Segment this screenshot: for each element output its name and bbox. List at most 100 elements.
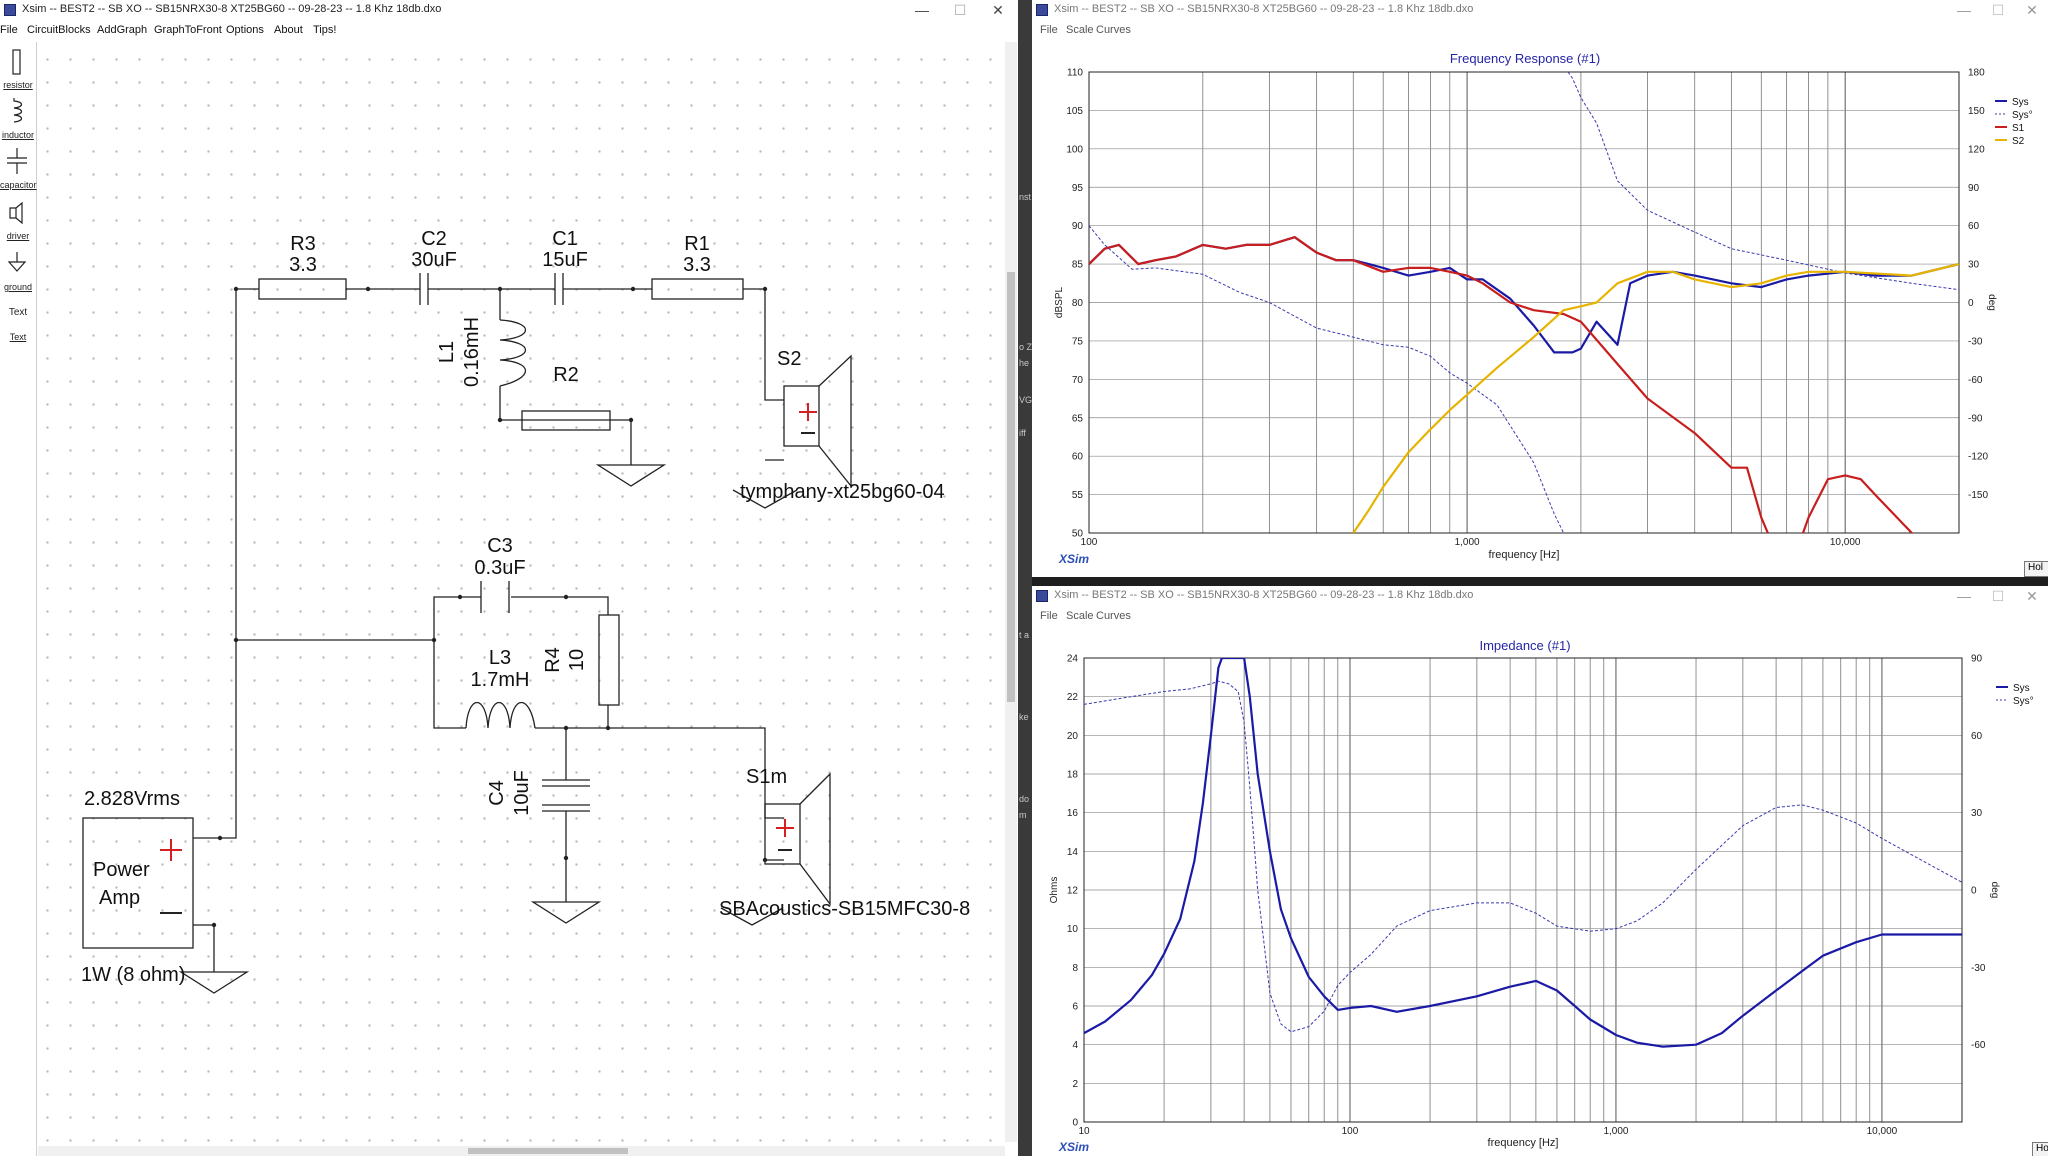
resistor-r3[interactable]	[258, 278, 347, 300]
c1-label: C1	[552, 228, 578, 250]
menu-addgraph[interactable]: AddGraph	[97, 24, 148, 36]
resistor-r2[interactable]	[521, 410, 611, 431]
horizontal-scrollbar[interactable]	[38, 1146, 1005, 1156]
palette-text-1[interactable]: Text	[8, 307, 28, 318]
palette-ground[interactable]: ground	[3, 282, 33, 292]
inductor-l3[interactable]	[465, 701, 536, 729]
s1m-model: SBAcoustics-SB15MFC30-8	[719, 898, 970, 920]
frequency-response-chart[interactable]: 50 55 60 65 70 75 80 85 90 95 100 105 110 -150 -120 -90…	[1032, 40, 2048, 577]
maximize-button[interactable]: ☐	[1991, 2, 2005, 18]
schematic-window: Xsim -- BEST2 -- SB XO -- SB15NRX30-8 XT…	[0, 0, 1018, 1156]
r2-label: R2	[553, 364, 579, 386]
grid	[1088, 71, 1960, 534]
y2-tick-label: 120	[1968, 144, 1985, 155]
menu-circuitblocks[interactable]: CircuitBlocks	[27, 24, 91, 36]
c3-label: C3	[487, 535, 513, 557]
scroll-thumb[interactable]	[1007, 272, 1015, 702]
menu-scale[interactable]: Scale	[1066, 610, 1094, 622]
y-tick-label: 14	[1067, 847, 1079, 858]
capacitor-icon[interactable]	[2, 146, 32, 176]
c2-value: 30uF	[411, 249, 457, 271]
capacitor-c4[interactable]	[542, 779, 590, 812]
imp-window-title: Xsim -- BEST2 -- SB XO -- SB15NRX30-8 XT…	[1054, 589, 1474, 601]
y2-tick-label: 60	[1971, 731, 1983, 742]
palette-inductor[interactable]: inductor	[1, 130, 35, 140]
x-tick-label: 100	[1342, 1126, 1359, 1137]
menu-file[interactable]: File	[1040, 24, 1058, 36]
y-tick-label: 12	[1067, 886, 1079, 897]
hold-button[interactable]: Hol	[2024, 561, 2048, 577]
component-palette: resistor inductor capacitor driver groun…	[0, 42, 37, 1156]
c1-value: 15uF	[542, 249, 588, 271]
xsim-label: XSim	[1059, 552, 1090, 566]
menu-about[interactable]: About	[274, 24, 303, 36]
y2-tick-label: 0	[1971, 886, 1977, 897]
speaker-s2[interactable]	[732, 354, 852, 509]
ground-icon[interactable]	[2, 248, 32, 278]
minimize-button[interactable]: —	[915, 2, 929, 18]
resistor-r1[interactable]	[651, 278, 744, 300]
l3-value: 1.7mH	[471, 669, 530, 691]
y-tick-label: 8	[1072, 963, 1078, 974]
app-icon	[1036, 4, 1048, 16]
palette-capacitor[interactable]: capacitor	[0, 180, 37, 190]
menu-curves[interactable]: Curves	[1096, 24, 1131, 36]
app-icon	[4, 4, 16, 16]
r3-value: 3.3	[289, 254, 317, 276]
plot-frame	[1088, 71, 1960, 534]
ground-symbol	[530, 901, 602, 924]
hold-button[interactable]: Ho	[2032, 1142, 2048, 1156]
y2-tick-label: 60	[1968, 221, 1980, 232]
capacitor-c1[interactable]	[554, 273, 587, 305]
y-tick-label: 24	[1067, 654, 1079, 665]
resistor-icon[interactable]	[2, 48, 32, 78]
palette-resistor[interactable]: resistor	[3, 80, 33, 90]
palette-text-2[interactable]: Text	[9, 332, 27, 342]
menu-scale[interactable]: Scale	[1066, 24, 1094, 36]
chart-title: Impedance (#1)	[1479, 638, 1571, 653]
schematic-canvas[interactable]: R3 3.3 C2 30uF C1 15uF R1 3.3 L1 0.16mH …	[38, 42, 1017, 1148]
y2-axis-label: deg	[1989, 882, 2000, 899]
driver-icon[interactable]	[2, 198, 32, 228]
inductor-icon[interactable]	[2, 96, 32, 126]
menu-options[interactable]: Options	[226, 24, 264, 36]
menu-tips[interactable]: Tips!	[313, 24, 337, 36]
close-button[interactable]: ✕	[2026, 2, 2038, 18]
maximize-button[interactable]: ☐	[953, 2, 967, 18]
freq-titlebar[interactable]: Xsim -- BEST2 -- SB XO -- SB15NRX30-8 XT…	[1032, 0, 2048, 20]
y-tick-label: 0	[1072, 1118, 1078, 1129]
vertical-scrollbar[interactable]	[1005, 42, 1017, 1142]
legend-entry: S1	[2012, 123, 2025, 134]
y-axis-label: dBSPL	[1054, 286, 1065, 318]
y-tick-label: 2	[1072, 1079, 1078, 1090]
imp-titlebar[interactable]: Xsim -- BEST2 -- SB XO -- SB15NRX30-8 XT…	[1032, 586, 2048, 606]
menu-graphtofront[interactable]: GraphToFront	[154, 24, 222, 36]
inductor-l1[interactable]	[499, 319, 527, 387]
y2-tick-label: -60	[1971, 1040, 1986, 1051]
series-line-s1	[1089, 236, 1913, 533]
y-tick-label: 90	[1072, 221, 1084, 232]
y-tick-label: 4	[1072, 1040, 1078, 1051]
minimize-button[interactable]: —	[1957, 588, 1971, 604]
y2-tick-label: -30	[1971, 963, 1986, 974]
minimize-button[interactable]: —	[1957, 2, 1971, 18]
speaker-s1m[interactable]	[720, 772, 831, 926]
capacitor-c2[interactable]	[419, 273, 451, 305]
power-amp[interactable]	[82, 817, 250, 994]
r1-label: R1	[684, 233, 710, 255]
resistor-r4[interactable]	[598, 614, 620, 706]
menu-file[interactable]: File	[0, 24, 18, 36]
legend-entry: S2	[2012, 136, 2025, 147]
palette-driver[interactable]: driver	[6, 231, 30, 241]
menu-curves[interactable]: Curves	[1096, 610, 1131, 622]
schematic-titlebar[interactable]: Xsim -- BEST2 -- SB XO -- SB15NRX30-8 XT…	[0, 0, 1018, 20]
y-tick-label: 50	[1072, 529, 1084, 540]
close-button[interactable]: ✕	[2026, 588, 2038, 604]
maximize-button[interactable]: ☐	[1991, 588, 2005, 604]
scroll-thumb[interactable]	[468, 1148, 628, 1154]
menu-file[interactable]: File	[1040, 610, 1058, 622]
capacitor-c3[interactable]	[480, 581, 510, 613]
close-button[interactable]: ✕	[992, 2, 1004, 18]
y-tick-label: 80	[1072, 298, 1084, 309]
